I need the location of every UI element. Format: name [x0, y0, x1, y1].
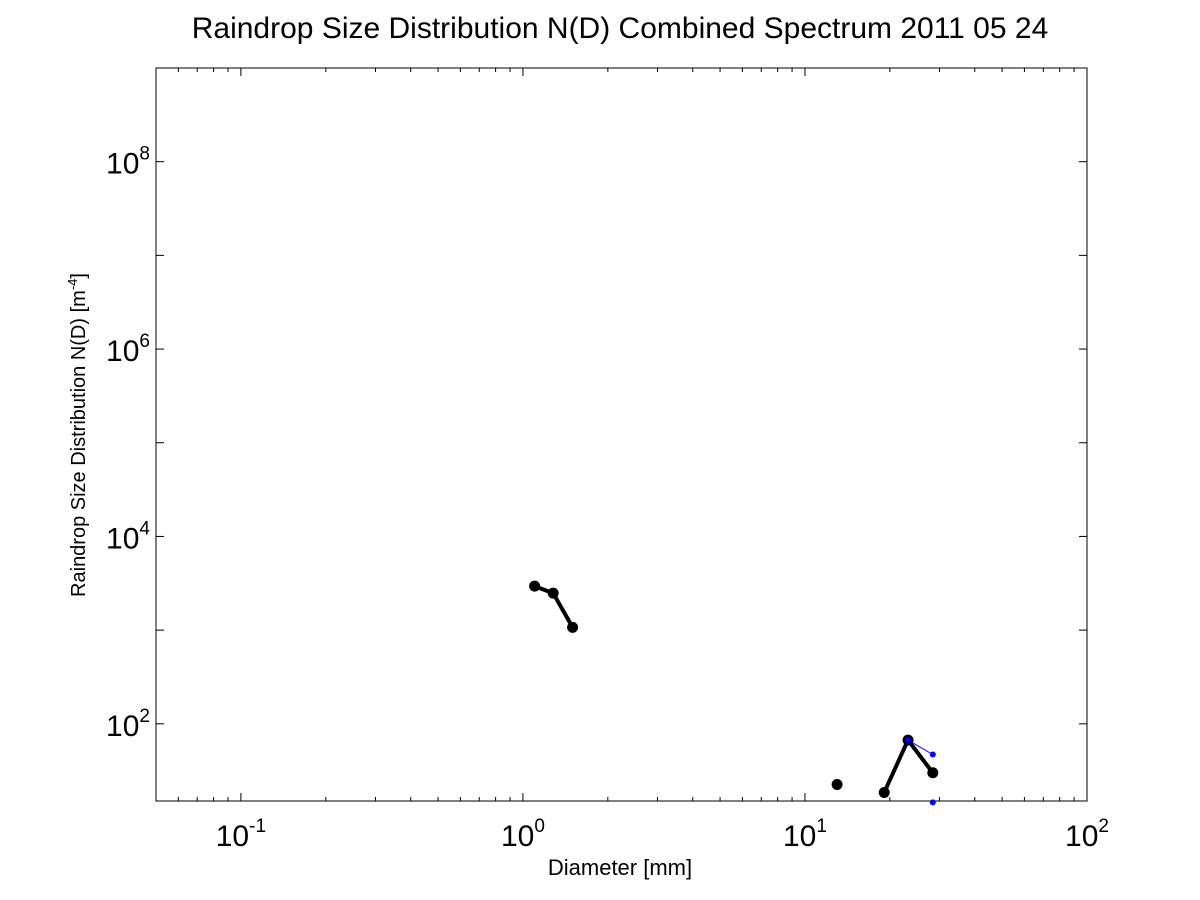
series-1-point: [929, 799, 936, 806]
ticks-layer: 10-1 100 101 102 102 104 106 108: [106, 67, 1109, 853]
y-axis-label-exponent: -4: [65, 278, 81, 291]
y-axis-label: Raindrop Size Distribution N(D) [m-4]: [65, 273, 91, 597]
x-tick-label: 101: [783, 816, 827, 853]
series-0-point: [567, 621, 579, 633]
series-1-point: [905, 737, 912, 744]
plot-frame: [155, 67, 1088, 802]
y-tick-label: 108: [106, 144, 150, 181]
series-0-point: [547, 587, 559, 599]
y-tick-label: 106: [106, 331, 150, 368]
y-tick-label: 104: [106, 518, 150, 555]
x-axis-label: Diameter [mm]: [547, 855, 693, 880]
y-axis-label-close: ]: [67, 273, 90, 279]
x-tick-label: 100: [501, 816, 545, 853]
series-0-point: [927, 767, 939, 779]
series-1-line: [907, 739, 934, 755]
y-axis-label-text: Raindrop Size Distribution N(D) [m: [67, 290, 90, 597]
series-0-point: [529, 580, 541, 592]
series-1-point: [929, 751, 936, 758]
chart-title: Raindrop Size Distribution N(D) Combined…: [191, 12, 1049, 45]
y-tick-label: 102: [106, 706, 150, 743]
data-layer: [529, 580, 939, 806]
x-tick-label: 102: [1065, 816, 1109, 853]
x-tick-label: 10-1: [216, 816, 266, 853]
series-0-point: [831, 779, 843, 791]
series-0-point: [878, 786, 890, 798]
